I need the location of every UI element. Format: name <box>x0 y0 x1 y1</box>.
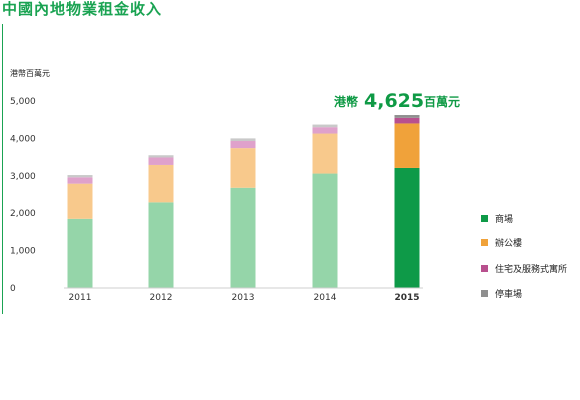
bar-segment-2015-0 <box>394 167 420 288</box>
bar-segment-2013-1 <box>230 148 256 188</box>
annotation-prefix: 港幣 <box>334 94 358 109</box>
bar-segment-2013-0 <box>230 187 256 288</box>
annotation-suffix: 百萬元 <box>424 94 460 109</box>
bar-segment-2012-2 <box>148 157 174 165</box>
legend-swatch <box>481 290 488 297</box>
bar-segment-2014-1 <box>312 133 338 174</box>
x-tick-label: 2013 <box>232 293 255 303</box>
y-tick-label: 0 <box>10 284 16 294</box>
chart-title: 中國內地物業租金收入 <box>2 0 163 18</box>
legend-swatch <box>481 265 488 272</box>
y-tick-label: 4,000 <box>10 134 36 144</box>
bar-segment-2012-3 <box>148 155 174 158</box>
bar-segment-2015-3 <box>394 115 420 118</box>
left-accent-line <box>2 24 3 314</box>
bar-segment-2013-2 <box>230 141 256 149</box>
y-tick-label: 5,000 <box>10 97 36 107</box>
y-axis-unit-label: 港幣百萬元 <box>10 68 50 78</box>
bar-segment-2015-1 <box>394 123 420 168</box>
x-tick-label: 2015 <box>394 293 419 303</box>
x-tick-label: 2011 <box>69 293 92 303</box>
legend-label: 停車場 <box>495 288 522 300</box>
bar-segment-2014-0 <box>312 173 338 288</box>
legend-swatch <box>481 215 488 222</box>
legend-label: 商場 <box>495 213 513 225</box>
bar-series <box>64 115 423 289</box>
legend-label: 住宅及服務式寓所 <box>495 263 567 275</box>
x-axis-ticks: 2011 2012 2013 2014 2015 <box>69 293 420 303</box>
bar-segment-2015-2 <box>394 117 420 124</box>
x-tick-label: 2014 <box>314 293 337 303</box>
bar-stack-2015 <box>394 115 420 288</box>
bar-segment-2013-3 <box>230 138 256 142</box>
annotation-value: 4,625 <box>364 90 424 112</box>
bar-stack-2014 <box>312 124 338 288</box>
y-axis-ticks: 0 1,000 2,000 3,000 4,000 5,000 <box>10 97 36 294</box>
y-tick-label: 3,000 <box>10 172 36 182</box>
bar-stack-2012 <box>148 155 174 288</box>
bar-segment-2011-3 <box>67 175 93 178</box>
legend-item: 停車場 <box>481 288 522 300</box>
x-tick-label: 2012 <box>150 293 173 303</box>
legend-item: 商場 <box>481 213 513 225</box>
y-tick-label: 1,000 <box>10 247 36 257</box>
y-tick-label: 2,000 <box>10 209 36 219</box>
legend-item: 住宅及服務式寓所 <box>481 263 567 275</box>
legend-item: 辦公樓 <box>481 237 522 249</box>
bar-segment-2012-0 <box>148 202 174 288</box>
legend-swatch <box>481 239 488 246</box>
bar-segment-2012-1 <box>148 164 174 203</box>
total-annotation: 港幣 4,625 百萬元 <box>334 90 460 112</box>
bar-stack-2011 <box>67 175 93 288</box>
legend-label: 辦公樓 <box>495 237 522 249</box>
bar-segment-2014-2 <box>312 127 338 134</box>
bar-segment-2011-0 <box>67 218 93 288</box>
bar-stack-2013 <box>230 138 256 288</box>
bar-segment-2011-1 <box>67 183 93 219</box>
bar-segment-2011-2 <box>67 177 93 184</box>
bar-segment-2014-3 <box>312 124 338 128</box>
